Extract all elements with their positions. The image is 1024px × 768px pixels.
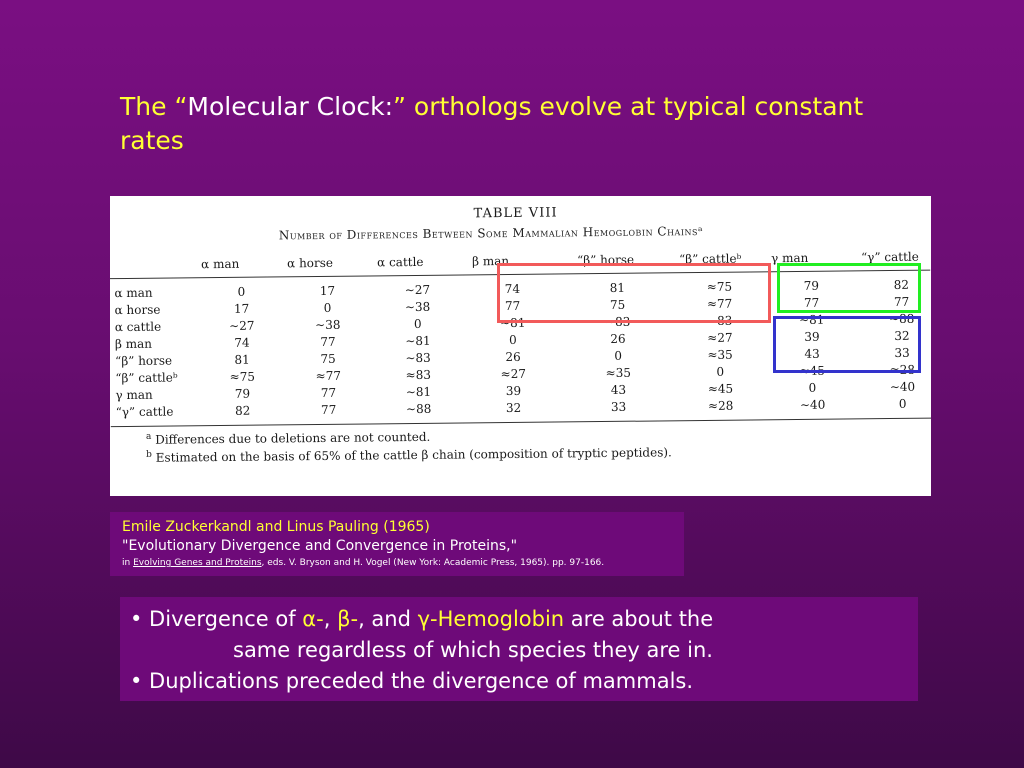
citation-in: in	[122, 558, 134, 568]
bullet-1-comma: ,	[323, 607, 338, 631]
table-cell: 0	[509, 332, 517, 348]
table-cell: ∼88	[405, 401, 432, 417]
bullet-2: • Duplications preceded the divergence o…	[130, 669, 694, 693]
table-cell: 77	[320, 385, 337, 400]
citation-authors: Emile Zuckerkandl and Linus Pauling (196…	[122, 519, 430, 535]
row-label: “γ” cattle	[115, 404, 174, 420]
table-cell: 82	[234, 403, 251, 418]
row-label: α man	[114, 285, 153, 301]
table-cell: 32	[505, 400, 522, 416]
table-cell: ∼40	[889, 379, 916, 395]
table-cell: 79	[234, 386, 251, 401]
table-cell: 0	[323, 300, 332, 315]
table-cell: ≈35	[707, 347, 733, 362]
citation-article: "Evolutionary Divergence and Convergence…	[122, 538, 518, 554]
row-label: “β” cattleᵇ	[115, 370, 178, 386]
table-cell: 74	[234, 335, 250, 350]
highlight-box-red	[497, 263, 771, 323]
title-part-3: ” orthologs evolve at typical constant r…	[120, 92, 864, 155]
bullet-1: • Divergence of α-, β-, and γ-Hemoglobin…	[130, 604, 908, 635]
table-cell: 0	[413, 316, 422, 332]
bullet-1-suffix: are about the	[564, 607, 714, 631]
bullet-box: • Divergence of α-, β-, and γ-Hemoglobin…	[120, 597, 918, 701]
alpha-term: α-	[302, 607, 324, 631]
table-cell: 0	[614, 348, 622, 363]
table-cell: ≈35	[605, 365, 632, 380]
table-cell: ≈28	[707, 398, 734, 413]
row-label: α cattle	[114, 319, 162, 335]
row-label: γ man	[115, 387, 153, 403]
table-cell: 39	[505, 383, 522, 399]
column-header: α horse	[287, 255, 334, 271]
footnote-a: a Differences due to deletions are not c…	[146, 429, 431, 447]
slide-title: The “Molecular Clock:” orthologs evolve …	[120, 90, 880, 158]
table-cell: 33	[610, 399, 627, 414]
table-cell: ∼81	[405, 384, 432, 400]
table-cell: 0	[237, 284, 246, 299]
table-cell: ≈75	[229, 369, 256, 384]
table-cell: 0	[716, 364, 725, 379]
gamma-term: γ-Hemoglobin	[417, 607, 565, 631]
table-cell: ∼27	[229, 318, 255, 333]
footnote-b: b Estimated on the basis of 65% of the c…	[146, 444, 672, 465]
table-cell: 77	[320, 402, 337, 417]
citation-box: Emile Zuckerkandl and Linus Pauling (196…	[110, 512, 684, 576]
footer-rule	[110, 417, 931, 428]
table-cell: ∼40	[799, 397, 826, 412]
footnote-a-text: Differences due to deletions are not cou…	[155, 429, 431, 447]
table-cell: ≈83	[405, 367, 432, 383]
row-label: β man	[114, 336, 153, 352]
citation-book: Evolving Genes and Proteins	[133, 558, 262, 568]
table-cell: ≈45	[707, 381, 734, 396]
table-cell: ∼81	[405, 333, 431, 349]
bullet-1-line-2: same regardless of which species they ar…	[233, 638, 713, 662]
citation-details: , eds. V. Bryson and H. Vogel (New York:…	[261, 558, 605, 568]
table-cell: ∼83	[405, 350, 431, 366]
title-part-2: Molecular Clock:	[187, 92, 394, 121]
bullet-1-prefix: • Divergence of	[130, 607, 303, 631]
highlight-box-blue	[773, 316, 921, 373]
beta-term: β-	[337, 607, 359, 631]
footnote-a-marker: a	[145, 431, 152, 442]
table-cell: 81	[234, 352, 250, 367]
table-cell: ≈77	[315, 368, 342, 384]
table-cell: 75	[320, 351, 336, 366]
table-cell: 43	[610, 382, 627, 397]
citation-details-line: in Evolving Genes and Proteins, eds. V. …	[122, 556, 672, 571]
row-label: α horse	[114, 302, 161, 318]
table-cell: ∼27	[404, 282, 431, 298]
column-header: α cattle	[377, 254, 424, 270]
table-cell: 26	[610, 331, 626, 346]
table-cell: 17	[319, 283, 336, 298]
highlight-box-green	[777, 263, 921, 313]
footnote-b-text: Estimated on the basis of 65% of the cat…	[155, 445, 672, 465]
table-cell: 26	[505, 349, 521, 365]
table-cell: ≈27	[707, 330, 733, 345]
footnote-b-marker: b	[146, 449, 152, 460]
table-cell: ∼38	[315, 317, 341, 333]
table-cell: 0	[808, 380, 817, 395]
column-header: α man	[201, 256, 240, 272]
table-cell: 0	[898, 396, 907, 411]
table-scan: TABLE VIII Number of Differences Between…	[110, 196, 931, 496]
bullet-1-and: , and	[358, 607, 418, 631]
table-cell: 17	[233, 301, 250, 316]
title-part-1: The “	[120, 92, 188, 121]
table-cell: 77	[320, 334, 336, 349]
table-subtitle: Number of Differences Between Some Mamma…	[278, 223, 704, 243]
table-cell: ≈27	[500, 366, 527, 382]
table-cell: ∼38	[404, 299, 431, 315]
row-label: “β” horse	[115, 353, 173, 369]
table-title: TABLE VIII	[473, 205, 558, 222]
